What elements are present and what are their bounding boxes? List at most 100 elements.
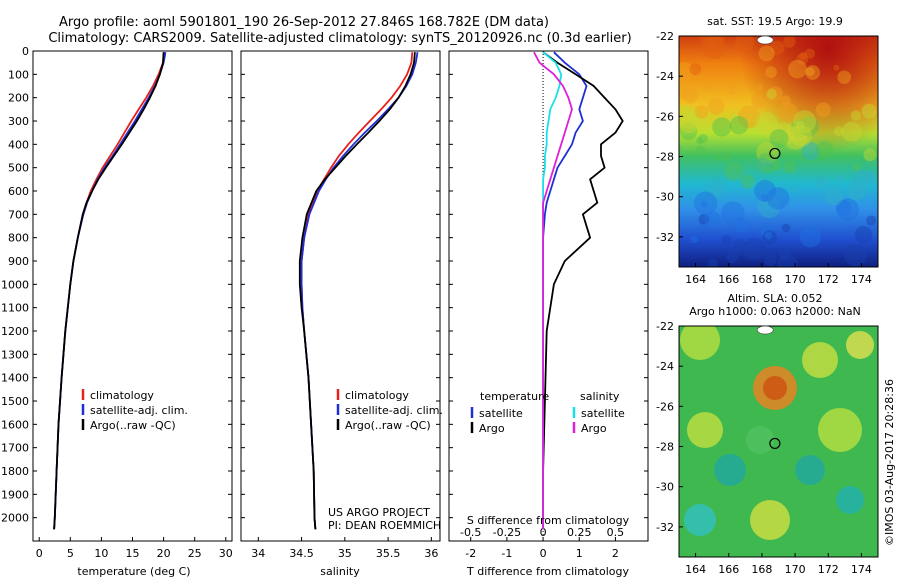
sla-anomaly-blob — [763, 376, 787, 400]
sst-texture — [836, 198, 860, 221]
sst-texture — [707, 97, 725, 115]
sst-texture — [679, 105, 701, 130]
map-y-tick-label: -30 — [656, 191, 674, 204]
depth-axis: 0 100 200 300 400 500 600 700 800 900 1000 1100 1200… — [1, 45, 648, 525]
sst-texture — [712, 117, 732, 137]
x-tick-label: -2 — [465, 547, 476, 560]
map-x-tick-label: 166 — [718, 273, 739, 286]
x-tick-label: 20 — [157, 547, 171, 560]
sst-texture — [737, 105, 761, 129]
map-x-tick-label: 174 — [851, 563, 872, 576]
sst-texture — [762, 230, 778, 245]
sst-texture — [757, 195, 781, 219]
sst-texture — [767, 86, 784, 102]
sst-texture — [698, 213, 710, 225]
salinity-panel-frame — [240, 50, 441, 542]
sst-texture — [861, 103, 877, 119]
sst-texture — [763, 252, 777, 267]
x-tick-label: 30 — [219, 547, 233, 560]
sla-map-title: Altim. SLA: 0.052 — [727, 292, 822, 305]
sst-texture — [707, 258, 718, 267]
sst-texture — [705, 178, 726, 198]
sst-texture — [816, 141, 834, 159]
sst-texture — [725, 250, 739, 264]
sst-texture — [780, 95, 791, 106]
sla-map-subtitle: Argo h1000: 0.063 h2000: NaN — [689, 305, 861, 318]
legend-label: climatology — [345, 389, 409, 402]
sst-texture — [722, 151, 733, 162]
difference-panel-frame — [448, 50, 649, 542]
sst-texture — [854, 225, 873, 244]
sla-map-frame — [678, 325, 879, 558]
sst-texture — [799, 226, 821, 248]
map-y-tick-label: -28 — [656, 151, 674, 164]
sst-texture — [760, 194, 769, 202]
depth-tick-label: 1700 — [1, 442, 29, 455]
sst-texture — [755, 111, 778, 135]
x-tick-label: 35.5 — [376, 547, 401, 560]
sst-texture — [843, 243, 868, 267]
temperature-axis-label: temperature (deg C) — [77, 565, 190, 578]
sla-anomaly-blob — [746, 426, 774, 454]
legend-label: Argo — [581, 422, 607, 435]
sst-texture — [695, 137, 704, 145]
sst-texture — [754, 180, 776, 202]
depth-tick-label: 800 — [8, 232, 29, 245]
x-tick-label: 10 — [94, 547, 108, 560]
sst-texture — [724, 161, 744, 181]
series-line-satellite — [542, 51, 588, 530]
x-tick-label: 2 — [612, 547, 619, 560]
sst-texture — [783, 125, 808, 150]
map-y-tick-label: -32 — [656, 521, 674, 534]
sla-anomaly-blob — [795, 455, 825, 485]
sla-anomaly-blob — [684, 504, 716, 536]
series-line-satellite-adj-clim- — [53, 52, 167, 530]
sst-map-axes: 164 166 168 170 172 174 -22 -24 -26 -28 -30 -32 — [656, 30, 872, 286]
sla-heatmap — [679, 326, 878, 557]
sst-texture — [792, 110, 817, 134]
legend-header-salinity: salinity — [580, 390, 620, 403]
depth-tick-label: 500 — [8, 162, 29, 175]
sst-texture — [764, 121, 784, 142]
sst-texture — [733, 217, 749, 233]
sst-texture — [788, 59, 807, 79]
map-x-tick-label: 166 — [718, 563, 739, 576]
x-tick-label: 0 — [540, 547, 547, 560]
sst-texture — [815, 102, 831, 118]
legend-label: climatology — [90, 389, 154, 402]
depth-tick-label: 1600 — [1, 418, 29, 431]
map-x-tick-label: 172 — [818, 563, 839, 576]
map-x-tick-label: 170 — [785, 563, 806, 576]
sst-texture — [751, 94, 766, 109]
legend-label: satellite-adj. clim. — [90, 404, 188, 417]
depth-tick-label: 400 — [8, 138, 29, 151]
depth-tick-label: 100 — [8, 68, 29, 81]
series-line-argo-raw-qc- — [298, 52, 416, 530]
sst-texture — [796, 53, 809, 65]
sst-texture — [679, 122, 698, 141]
sst-texture — [783, 160, 797, 174]
sst-texture — [740, 174, 755, 189]
depth-tick-label: 1900 — [1, 488, 29, 501]
sst-texture — [729, 113, 739, 122]
sst-texture — [766, 88, 777, 100]
argo-location-marker — [769, 147, 781, 160]
sst-texture — [765, 66, 777, 78]
sst-texture — [679, 109, 702, 134]
sst-texture — [689, 63, 702, 76]
sst-texture — [733, 239, 747, 253]
sla-anomaly-blob — [846, 331, 874, 359]
map-x-tick-label: 170 — [785, 273, 806, 286]
sst-texture — [790, 124, 813, 147]
figure-title-line2: Climatology: CARS2009. Satellite-adjuste… — [48, 31, 631, 46]
sst-texture — [833, 126, 844, 137]
sst-texture — [764, 231, 773, 240]
sst-texture — [729, 116, 749, 135]
depth-tick-label: 2000 — [1, 512, 29, 525]
depth-tick-label: 200 — [8, 92, 29, 105]
sst-texture — [852, 169, 872, 189]
map-x-tick-label: 172 — [818, 273, 839, 286]
sst-texture — [837, 70, 851, 84]
legend-header-temperature: temperature — [480, 390, 549, 403]
sst-texture — [769, 129, 789, 149]
